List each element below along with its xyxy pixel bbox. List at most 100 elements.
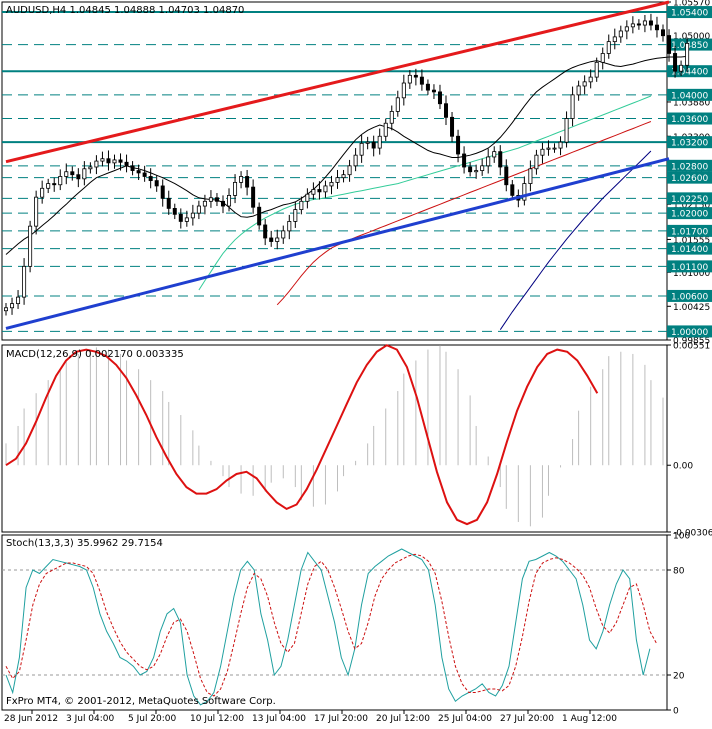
copyright-notice: FxPro MT4, © 2001-2012, MetaQuotes Softw… <box>6 696 276 707</box>
candle-body <box>618 30 623 38</box>
candle-body <box>154 180 159 187</box>
candle-body <box>431 89 436 93</box>
level-price-tag <box>667 171 712 184</box>
candle-body <box>425 83 430 91</box>
candle-body <box>124 161 129 167</box>
candle-body <box>323 185 328 193</box>
candle-body <box>130 165 135 171</box>
candle-body <box>510 184 515 196</box>
candle-body <box>64 171 69 177</box>
candle-body <box>528 168 533 184</box>
candle-body <box>498 151 503 168</box>
level-price-tag-label: 1.04400 <box>671 68 708 78</box>
candle-body <box>570 94 575 119</box>
level-price-tag-label: 1.01100 <box>671 263 708 273</box>
candle-body <box>335 177 340 183</box>
price-axis-label: 1.01000 <box>673 269 710 279</box>
time-axis-label: 25 Jul 04:00 <box>438 714 492 724</box>
candle-body <box>233 181 238 196</box>
time-axis-label: 13 Jul 04:00 <box>252 714 306 724</box>
candle-body <box>251 186 256 208</box>
ma-navy-line <box>499 150 652 330</box>
price-axis-label: 1.05000 <box>673 32 710 42</box>
candle-body <box>263 224 268 239</box>
candle-body <box>450 116 455 137</box>
level-price-tag-label: 1.05400 <box>671 9 708 19</box>
price-pane-frame <box>1 1 668 341</box>
candle-body <box>287 221 292 232</box>
stoch-axis-label: 100 <box>673 532 690 542</box>
candle-body <box>642 20 647 26</box>
candle-body <box>76 174 81 180</box>
candle-body <box>576 85 581 96</box>
stoch-pane-frame <box>1 534 668 711</box>
candle-body <box>190 212 195 219</box>
time-axis-label: 17 Jul 20:00 <box>314 714 368 724</box>
level-price-tag-label: 1.04850 <box>671 41 708 51</box>
candle-body <box>359 142 364 156</box>
candle-body <box>540 148 545 156</box>
candle-body <box>239 176 244 183</box>
level-price-tag-label: 1.01700 <box>671 227 708 237</box>
candle-body <box>407 74 412 84</box>
candle-body <box>594 61 599 78</box>
candle-body <box>142 172 147 177</box>
candle-body <box>208 197 213 202</box>
candle-body <box>522 183 527 201</box>
candle-body <box>70 171 75 176</box>
price-pane-title: AUDUSD,H4 1.04845 1.04888 1.04703 1.0487… <box>6 5 244 16</box>
candle-body <box>480 165 485 171</box>
stoch-pane: 100 80 20 0 <box>1 532 690 717</box>
stoch-axis-label: 0 <box>673 707 679 717</box>
candle-body <box>281 230 286 239</box>
candle-body <box>166 197 171 209</box>
candle-body <box>58 176 63 186</box>
macd-signal-line <box>5 344 599 526</box>
candle-body <box>4 307 9 312</box>
support-trendline <box>5 157 670 330</box>
level-price-tag-label: 1.02800 <box>671 162 708 172</box>
candle-body <box>347 165 352 176</box>
candle-body <box>636 23 641 26</box>
candle-body <box>444 103 449 118</box>
candle-body <box>492 151 497 158</box>
candle-body <box>612 36 617 43</box>
candle-body <box>389 111 394 124</box>
candle-body <box>661 29 666 37</box>
level-price-tag <box>667 325 712 338</box>
candle-body <box>552 147 557 150</box>
stoch-axis-label: 20 <box>673 672 685 682</box>
candle-body <box>474 170 479 173</box>
candle-body <box>606 41 611 54</box>
candle-body <box>196 205 201 214</box>
candle-body <box>275 237 280 242</box>
time-axis: 28 Jun 2012 3 Jul 04:00 5 Jul 20:00 10 Jul … <box>4 710 617 724</box>
price-axis-label: 0.99855 <box>673 337 710 347</box>
candle-body <box>10 303 15 309</box>
level-price-tag-label: 1.04000 <box>671 91 708 101</box>
candle-body <box>100 158 105 162</box>
candle-body <box>172 208 177 215</box>
candle-body <box>341 174 346 179</box>
level-price-tag <box>667 289 712 302</box>
candle-body <box>468 166 473 173</box>
price-pane: 1.055701.050001.044251.038801.033001.027… <box>1 0 712 347</box>
price-axis-label: 1.05570 <box>673 0 710 9</box>
candle-body <box>546 147 551 150</box>
level-price-tag <box>667 65 712 78</box>
candle-body <box>353 154 358 167</box>
level-price-tag <box>667 242 712 255</box>
time-axis-label: 3 Jul 04:00 <box>66 714 115 724</box>
level-price-tag <box>667 207 712 220</box>
price-axis-label: 1.02150 <box>673 201 710 211</box>
stoch-pane-title: Stoch(13,3,3) 35.9962 29.7154 <box>6 538 163 549</box>
price-axis-label: 1.01555 <box>673 236 710 246</box>
macd-pane-title: MACD(12,26,9) 0.002170 0.003335 <box>6 349 184 360</box>
candle-body <box>40 187 45 198</box>
candle-body <box>504 166 509 186</box>
candle-body <box>293 209 298 222</box>
level-price-tag <box>667 38 712 51</box>
macd-pane-frame <box>1 344 668 533</box>
candle-body <box>456 135 461 155</box>
